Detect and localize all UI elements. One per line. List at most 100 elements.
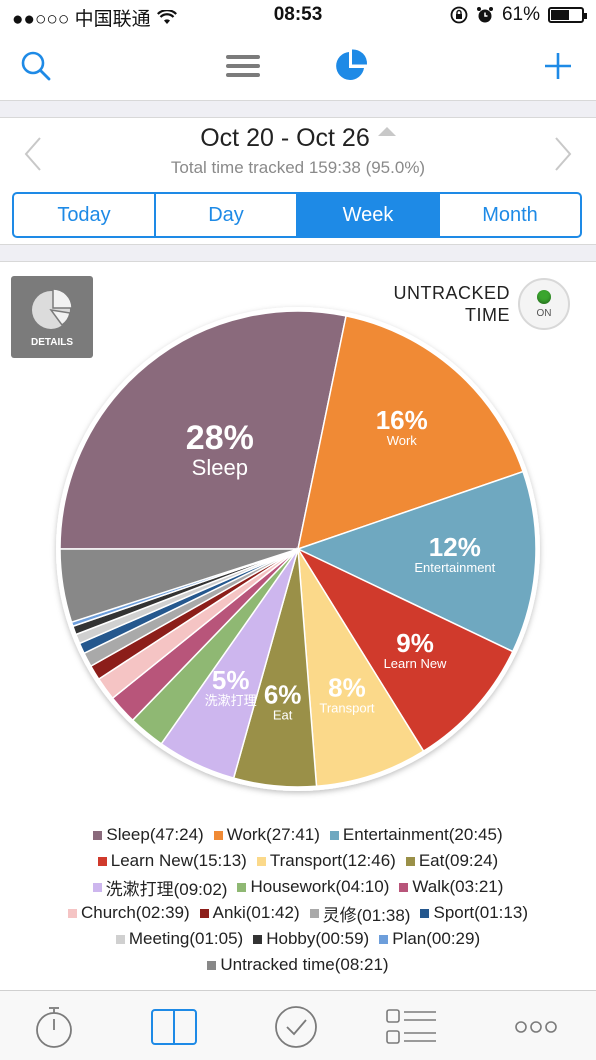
legend-label: Transport(12:46)	[269, 851, 396, 870]
legend-item: Plan(00:29)	[379, 929, 480, 949]
legend-swatch	[405, 856, 415, 866]
legend-swatch	[256, 856, 266, 866]
legend-item: Learn New(15:13)	[97, 851, 247, 871]
legend-label: Entertainment(20:45)	[342, 825, 503, 844]
tab-today[interactable]: Today	[57, 203, 111, 226]
slice-name-label: Transport	[319, 700, 375, 715]
legend-swatch	[207, 960, 217, 970]
untracked-line2: TIME	[465, 305, 510, 325]
chevron-left-icon[interactable]	[20, 134, 50, 174]
legend-swatch	[213, 830, 223, 840]
untracked-time-label: UNTRACKED TIME	[393, 282, 510, 326]
legend-item: Sleep(47:24)	[93, 825, 204, 845]
legend-label: Walk(03:21)	[412, 877, 504, 896]
battery-percent: 61%	[501, 4, 540, 25]
legend-label: Anki(01:42)	[212, 903, 300, 922]
legend-swatch	[309, 908, 319, 918]
toggle-label: ON	[536, 308, 552, 319]
legend-item: Walk(03:21)	[399, 877, 503, 897]
alarm-icon	[476, 7, 493, 23]
search-button[interactable]	[14, 44, 58, 88]
period-header: Oct 20 - Oct 26 Total time tracked 159:3…	[0, 118, 596, 244]
legend-label: Plan(00:29)	[392, 929, 481, 948]
status-bar: ●●○○○ 中国联通 08:53 61%	[0, 0, 596, 32]
tab-week[interactable]: Week	[296, 194, 438, 236]
legend-swatch	[97, 856, 107, 866]
slice-percent-label: 5%	[212, 665, 250, 695]
tab-goals[interactable]	[266, 1005, 326, 1049]
legend-label: Learn New(15:13)	[110, 851, 247, 870]
period-segmented-control: Today Day Week Month	[12, 192, 582, 238]
plus-icon	[545, 53, 571, 79]
hamburger-menu-icon	[226, 55, 260, 77]
legend-label: Sport(01:13)	[433, 903, 528, 922]
tab-day[interactable]: Day	[154, 194, 296, 236]
pie-chart-icon	[32, 288, 73, 329]
legend-item: Entertainment(20:45)	[329, 825, 503, 845]
legend-item: Anki(01:42)	[199, 903, 300, 923]
pie-slice-transport[interactable]	[297, 548, 425, 788]
menu-button[interactable]	[221, 44, 265, 88]
legend-row: Learn New(15:13) Transport(12:46) Eat(09:2…	[0, 848, 596, 874]
legend-label: 洗漱打理(09:02)	[105, 879, 228, 899]
list-icon	[386, 1009, 436, 1044]
untracked-line1: UNTRACKED	[393, 283, 510, 303]
slice-name-label: Entertainment	[414, 560, 495, 575]
checkmark-circle-icon	[275, 1006, 317, 1048]
untracked-toggle[interactable]: ON	[518, 278, 570, 330]
legend-item: 洗漱打理(09:02)	[92, 875, 228, 900]
carrier-label: ●●○○○ 中国联通	[12, 9, 151, 30]
legend-label: Untracked time(08:21)	[220, 955, 389, 974]
legend-label: Eat(09:24)	[418, 851, 499, 870]
separator-band	[0, 100, 596, 118]
pie-chart-icon	[336, 49, 368, 80]
slice-name-label: Learn New	[384, 656, 447, 671]
legend-swatch	[420, 908, 430, 918]
chevron-right-icon[interactable]	[546, 134, 576, 174]
tab-timer[interactable]	[24, 1005, 84, 1049]
pie-slice-learn-new[interactable]	[296, 547, 514, 753]
chart-view-button[interactable]	[329, 44, 373, 88]
slice-percent-label: 9%	[396, 628, 434, 658]
tab-month[interactable]: Month	[438, 194, 580, 236]
pie-slice-entertainment[interactable]	[296, 470, 537, 653]
legend-swatch	[237, 882, 247, 892]
details-label: DETAILS	[30, 337, 74, 348]
legend-swatch	[93, 830, 103, 840]
pie-slice-untracked-time[interactable]	[59, 548, 299, 624]
period-title-row[interactable]: Oct 20 - Oct 26	[0, 124, 596, 153]
legend-swatch	[399, 882, 409, 892]
separator-band	[0, 244, 596, 262]
battery-icon	[548, 7, 587, 23]
top-toolbar	[0, 32, 596, 100]
add-button[interactable]	[536, 44, 580, 88]
legend-label: Meeting(01:05)	[128, 929, 244, 948]
legend-item: Untracked time(08:21)	[207, 955, 389, 975]
legend-label: Hobby(00:59)	[266, 929, 370, 948]
legend-item: Transport(12:46)	[256, 851, 396, 871]
rotation-lock-icon	[450, 6, 468, 24]
legend-item: Sport(01:13)	[420, 903, 528, 923]
caret-up-icon	[377, 127, 396, 136]
legend-row: Church(02:39) Anki(01:42) 灵修(01:38) Sport(0…	[0, 900, 596, 926]
slice-percent-label: 8%	[328, 672, 366, 702]
status-left: ●●○○○ 中国联通	[12, 4, 177, 31]
legend-label: Sleep(47:24)	[106, 825, 204, 844]
battery-fill	[551, 10, 570, 20]
slice-percent-label: 12%	[429, 532, 481, 562]
legend-item: Church(02:39)	[68, 903, 190, 923]
legend-label: 灵修(01:38)	[322, 905, 411, 925]
book-icon	[151, 1009, 197, 1045]
legend-row: 洗漱打理(09:02) Housework(04:10) Walk(03:21)	[0, 874, 596, 900]
details-button[interactable]: DETAILS	[11, 276, 93, 358]
legend-item: 灵修(01:38)	[309, 901, 411, 926]
slice-percent-label: 28%	[186, 419, 254, 457]
tab-activities[interactable]	[382, 1005, 442, 1049]
legend-item: Eat(09:24)	[405, 851, 499, 871]
legend-item: Meeting(01:05)	[115, 929, 244, 949]
pie-slice-sleep[interactable]	[59, 310, 347, 550]
tab-log[interactable]	[144, 1005, 204, 1049]
slice-name-label: Sleep	[192, 455, 248, 480]
tab-more[interactable]	[506, 1005, 566, 1049]
legend-label: Work(27:41)	[226, 825, 320, 844]
